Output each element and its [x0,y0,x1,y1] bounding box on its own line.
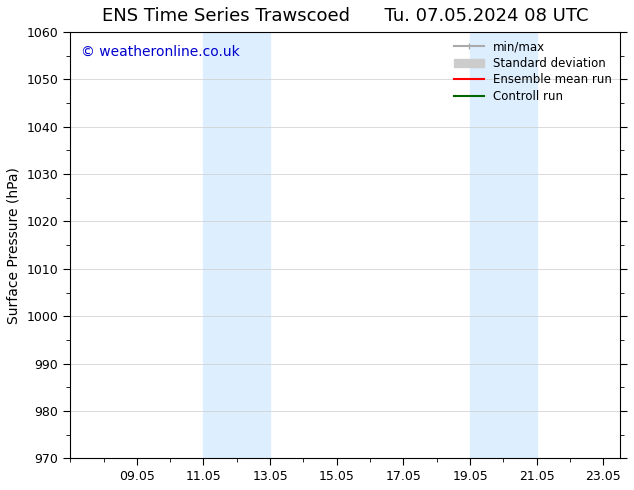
Text: © weatheronline.co.uk: © weatheronline.co.uk [81,45,240,59]
Y-axis label: Surface Pressure (hPa): Surface Pressure (hPa) [7,167,21,323]
Bar [204,32,270,458]
Bar [470,32,537,458]
Title: ENS Time Series Trawscoed      Tu. 07.05.2024 08 UTC: ENS Time Series Trawscoed Tu. 07.05.2024… [102,7,588,25]
Legend: min/max, Standard deviation, Ensemble mean run, Controll run: min/max, Standard deviation, Ensemble me… [450,36,617,108]
